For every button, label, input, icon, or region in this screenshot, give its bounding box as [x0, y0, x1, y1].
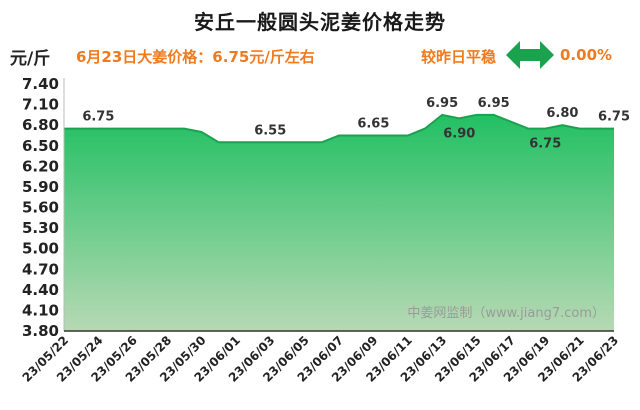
double-arrow-shape — [506, 41, 554, 69]
data-label: 6.75 — [529, 137, 561, 152]
y-tick-label: 6.50 — [22, 137, 59, 155]
y-tick-label: 7.10 — [22, 96, 59, 114]
chart-title: 安丘一般圆头泥姜价格走势 — [194, 10, 446, 34]
data-label: 6.75 — [82, 110, 114, 125]
compare-label: 较昨日平稳 — [421, 48, 497, 66]
y-tick-label: 5.00 — [22, 240, 59, 258]
double-arrow-icon — [506, 41, 554, 69]
y-tick-label: 6.20 — [22, 157, 59, 175]
data-label: 6.90 — [443, 126, 475, 141]
data-label: 6.65 — [357, 116, 389, 131]
y-tick-label: 4.10 — [22, 301, 59, 319]
y-tick-label: 7.40 — [22, 75, 59, 93]
change-percent: 0.00% — [560, 46, 613, 64]
data-label: 6.95 — [478, 96, 510, 111]
data-label: 6.75 — [598, 110, 630, 125]
price-area — [64, 114, 614, 332]
data-label: 6.95 — [426, 96, 458, 111]
price-line — [64, 113, 614, 144]
data-label: 6.80 — [546, 106, 578, 121]
y-tick-label: 3.80 — [22, 322, 59, 340]
y-tick-label: 5.60 — [22, 199, 59, 217]
price-summary: 6月23日大姜价格：6.75元/斤左右 — [76, 48, 315, 66]
y-tick-label: 6.80 — [22, 116, 59, 134]
y-tick-label: 4.70 — [22, 260, 59, 278]
y-tick-label: 5.30 — [22, 219, 59, 237]
unit-label: 元/斤 — [10, 49, 51, 69]
watermark: 中姜网监制（www.jiang7.com） — [407, 306, 605, 321]
data-label: 6.55 — [254, 123, 286, 138]
y-tick-label: 4.40 — [22, 281, 59, 299]
y-tick-label: 5.90 — [22, 178, 59, 196]
